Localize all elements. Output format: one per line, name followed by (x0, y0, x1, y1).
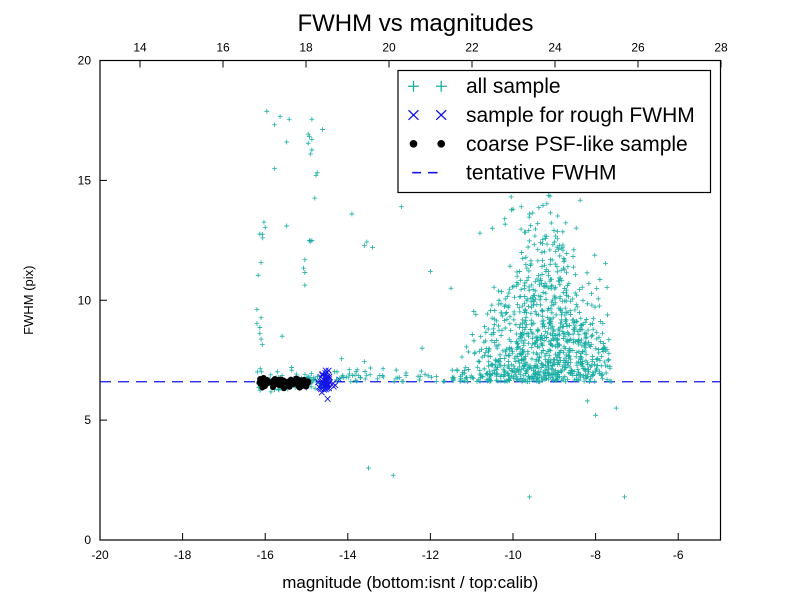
svg-text:20: 20 (382, 41, 396, 55)
svg-text:-10: -10 (504, 548, 522, 562)
svg-text:5: 5 (84, 413, 91, 427)
svg-text:coarse PSF-like sample: coarse PSF-like sample (466, 133, 688, 156)
svg-text:sample for rough FWHM: sample for rough FWHM (466, 104, 695, 127)
svg-text:22: 22 (465, 41, 479, 55)
svg-text:15: 15 (78, 173, 92, 187)
svg-text:16: 16 (216, 41, 230, 55)
svg-text:FWHM vs magnitudes: FWHM vs magnitudes (297, 10, 533, 37)
svg-text:28: 28 (714, 41, 728, 55)
svg-text:all sample: all sample (466, 75, 561, 98)
svg-text:20: 20 (78, 54, 92, 68)
svg-text:-16: -16 (257, 548, 275, 562)
svg-text:magnitude (bottom:isnt / top:c: magnitude (bottom:isnt / top:calib) (282, 573, 538, 592)
svg-text:0: 0 (84, 533, 91, 547)
svg-text:26: 26 (631, 41, 645, 55)
svg-text:14: 14 (133, 41, 147, 55)
svg-text:-8: -8 (590, 548, 601, 562)
svg-text:10: 10 (78, 293, 92, 307)
svg-text:-20: -20 (91, 548, 109, 562)
svg-text:FWHM (pix): FWHM (pix) (21, 266, 36, 335)
svg-text:-6: -6 (673, 548, 684, 562)
svg-text:tentative FWHM: tentative FWHM (466, 162, 617, 185)
svg-text:18: 18 (299, 41, 313, 55)
svg-text:24: 24 (548, 41, 562, 55)
svg-text:-18: -18 (174, 548, 192, 562)
svg-text:-12: -12 (422, 548, 440, 562)
svg-text:-14: -14 (339, 548, 357, 562)
